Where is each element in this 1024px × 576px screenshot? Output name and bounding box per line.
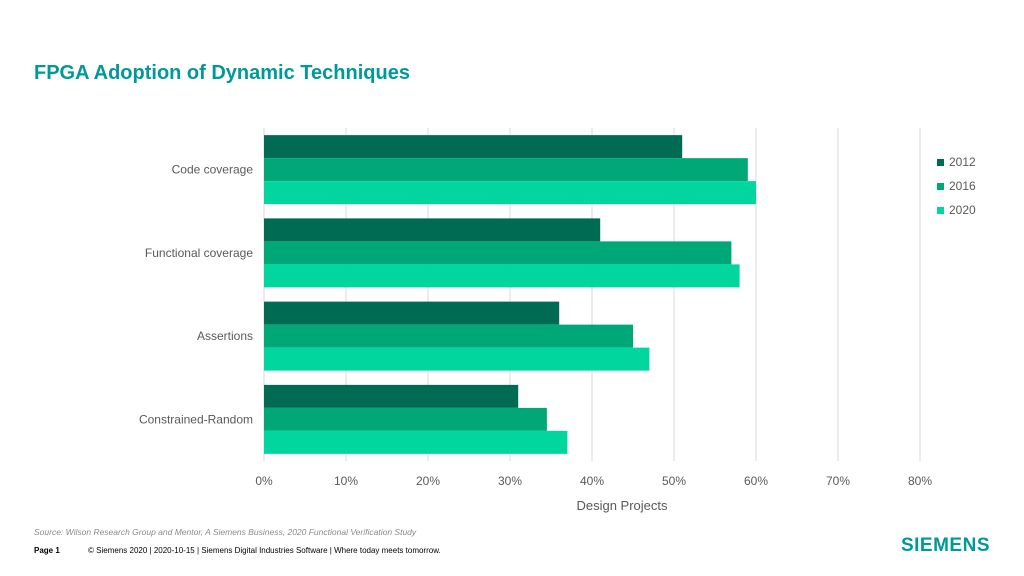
category-label: Functional coverage — [145, 246, 253, 260]
bar-2016 — [264, 324, 633, 348]
bar-2016 — [264, 241, 732, 265]
legend-swatch — [937, 182, 944, 190]
legend-item: 2012 — [937, 150, 976, 174]
legend-swatch — [937, 158, 944, 166]
bar-2016 — [264, 158, 748, 182]
bars — [264, 135, 756, 454]
x-tick-label: 20% — [416, 474, 440, 488]
x-tick-label: 40% — [580, 474, 604, 488]
bar-2012 — [264, 135, 683, 159]
legend-label: 2020 — [949, 203, 976, 217]
x-tick-label: 10% — [334, 474, 358, 488]
legend-swatch — [937, 206, 944, 214]
x-tick-label: 60% — [744, 474, 768, 488]
category-label: Assertions — [197, 329, 253, 343]
footer: Page 1 © Siemens 2020 | 2020-10-15 | Sie… — [34, 546, 441, 555]
x-axis-label: Design Projects — [576, 498, 668, 513]
bar-2016 — [264, 407, 547, 431]
x-tick-label: 0% — [255, 474, 273, 488]
x-tick-label: 30% — [498, 474, 522, 488]
page-title: FPGA Adoption of Dynamic Techniques — [34, 62, 410, 84]
bar-2012 — [264, 384, 519, 408]
x-tick-label: 70% — [826, 474, 850, 488]
legend-label: 2012 — [949, 155, 976, 169]
source-note: Source: Wilson Research Group and Mentor… — [34, 527, 417, 537]
legend-item: 2020 — [937, 198, 976, 222]
x-tick-label: 80% — [908, 474, 932, 488]
x-tick-label: 50% — [662, 474, 686, 488]
category-labels: Code coverage Functional coverage Assertio… — [139, 163, 253, 427]
page-number: Page 1 — [34, 546, 60, 555]
legend-label: 2016 — [949, 179, 976, 193]
category-label: Constrained-Random — [139, 412, 253, 426]
bar-2012 — [264, 301, 560, 325]
x-tick-labels: 0% 10% 20% 30% 40% 50% 60% 70% 80% — [255, 474, 932, 488]
siemens-logo: SIEMENS — [900, 535, 990, 556]
category-label: Code coverage — [172, 163, 254, 177]
legend: 2012 2016 2020 — [937, 150, 976, 222]
footer-text: © Siemens 2020 | 2020-10-15 | Siemens Di… — [88, 546, 441, 555]
legend-item: 2016 — [937, 174, 976, 198]
bar-2020 — [264, 347, 650, 371]
bar-2020 — [264, 430, 568, 454]
bar-2020 — [264, 264, 740, 288]
bar-2020 — [264, 181, 756, 205]
bar-2012 — [264, 218, 601, 242]
